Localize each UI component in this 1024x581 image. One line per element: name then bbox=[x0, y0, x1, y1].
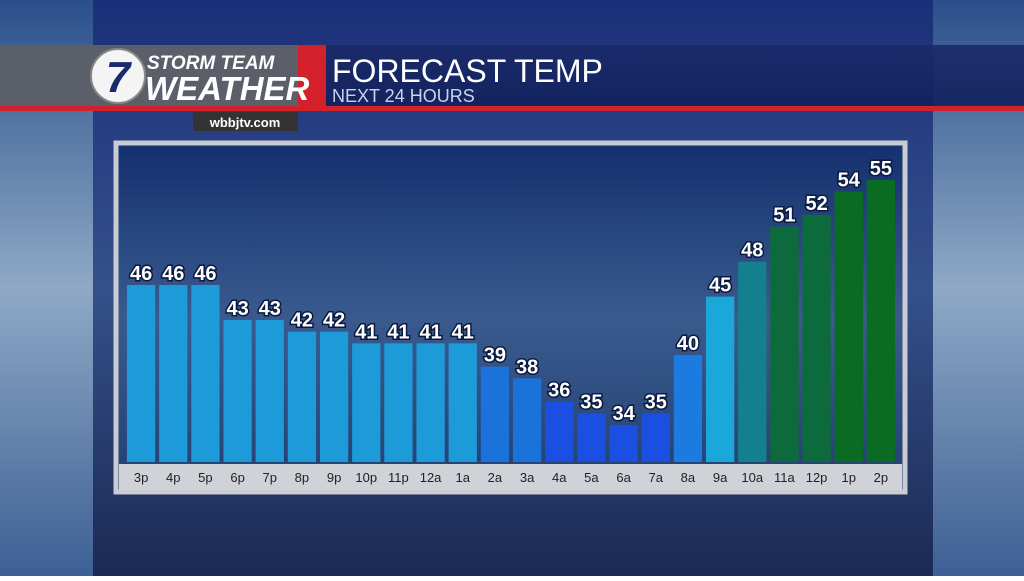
x-tick-label: 10a bbox=[741, 470, 763, 485]
x-tick-label: 6a bbox=[616, 470, 631, 485]
x-tick-label: 8a bbox=[681, 470, 696, 485]
value-label: 39 bbox=[484, 345, 506, 367]
bar bbox=[223, 319, 252, 462]
x-tick-label: 4a bbox=[552, 470, 567, 485]
bar bbox=[352, 343, 381, 462]
bar bbox=[384, 343, 413, 462]
brand-line1: STORM TEAM bbox=[147, 53, 276, 74]
value-label: 41 bbox=[387, 321, 409, 343]
value-label: 42 bbox=[291, 310, 313, 332]
value-label: 54 bbox=[838, 170, 861, 192]
x-tick-label: 8p bbox=[295, 470, 309, 485]
value-label: 41 bbox=[419, 321, 441, 343]
bar bbox=[512, 378, 542, 462]
x-tick-label: 9a bbox=[713, 470, 728, 485]
x-tick-label: 12p bbox=[806, 470, 828, 485]
x-tick-label: 7a bbox=[649, 470, 664, 485]
value-label: 55 bbox=[870, 158, 892, 180]
bar bbox=[577, 413, 606, 462]
x-tick-label: 1a bbox=[456, 470, 471, 485]
x-tick-label: 2p bbox=[874, 470, 888, 485]
bar bbox=[448, 343, 477, 462]
value-label: 34 bbox=[612, 403, 635, 425]
value-label: 41 bbox=[452, 321, 474, 343]
value-label: 40 bbox=[677, 333, 699, 355]
value-label: 43 bbox=[259, 298, 281, 320]
website-tab bbox=[193, 112, 298, 131]
x-tick-label: 5p bbox=[198, 470, 212, 485]
bar bbox=[191, 284, 220, 462]
value-label: 43 bbox=[226, 298, 248, 320]
x-tick-label: 3p bbox=[134, 470, 148, 485]
brand-line2: WEATHER bbox=[145, 70, 310, 107]
value-label: 35 bbox=[580, 391, 602, 413]
value-label: 46 bbox=[162, 263, 184, 285]
value-label: 48 bbox=[741, 240, 763, 262]
logo-circle bbox=[90, 48, 146, 104]
bar bbox=[159, 284, 188, 462]
bar bbox=[480, 366, 510, 462]
category-strip bbox=[119, 464, 902, 490]
red-rule bbox=[0, 106, 1024, 111]
bar bbox=[319, 331, 349, 462]
x-tick-label: 1p bbox=[842, 470, 856, 485]
x-tick-label: 7p bbox=[263, 470, 277, 485]
x-tick-label: 5a bbox=[584, 470, 599, 485]
value-label: 51 bbox=[773, 205, 795, 227]
bar bbox=[545, 401, 574, 462]
logo-number: 7 bbox=[106, 53, 133, 102]
x-tick-label: 6p bbox=[230, 470, 244, 485]
chart-title: FORECAST TEMP bbox=[332, 53, 603, 89]
bar bbox=[609, 425, 638, 462]
bar bbox=[705, 296, 735, 462]
value-label: 46 bbox=[194, 263, 216, 285]
x-tick-label: 11p bbox=[388, 470, 409, 485]
bar bbox=[770, 226, 799, 462]
value-label: 38 bbox=[516, 356, 538, 378]
value-label: 52 bbox=[805, 193, 827, 215]
value-label: 45 bbox=[709, 275, 731, 297]
value-label: 36 bbox=[548, 380, 570, 402]
website: wbbjtv.com bbox=[209, 115, 281, 130]
x-tick-label: 2a bbox=[488, 470, 503, 485]
value-label: 35 bbox=[645, 391, 667, 413]
value-label: 41 bbox=[355, 321, 377, 343]
plot: 46 3p 46 4p 46 5p 43 6p 43 7p 42 8p 42 9p 41 10p 41 11p 41… bbox=[126, 156, 896, 485]
bar bbox=[416, 343, 445, 462]
red-accent bbox=[298, 45, 326, 111]
bar bbox=[255, 319, 284, 462]
value-label: 42 bbox=[323, 310, 345, 332]
bar bbox=[834, 191, 863, 462]
bar bbox=[866, 179, 896, 462]
bar bbox=[738, 261, 767, 462]
x-tick-label: 4p bbox=[166, 470, 180, 485]
bar bbox=[641, 413, 670, 462]
bar bbox=[126, 284, 156, 462]
x-tick-label: 10p bbox=[355, 470, 377, 485]
x-tick-label: 9p bbox=[327, 470, 341, 485]
logo-band bbox=[0, 45, 300, 108]
bar bbox=[802, 214, 831, 462]
x-tick-label: 3a bbox=[520, 470, 535, 485]
bar bbox=[673, 354, 703, 462]
value-label: 46 bbox=[130, 263, 152, 285]
x-tick-label: 11a bbox=[774, 470, 795, 485]
bar bbox=[287, 331, 317, 462]
chart-subtitle: NEXT 24 HOURS bbox=[332, 86, 475, 106]
x-tick-label: 12a bbox=[420, 470, 442, 485]
